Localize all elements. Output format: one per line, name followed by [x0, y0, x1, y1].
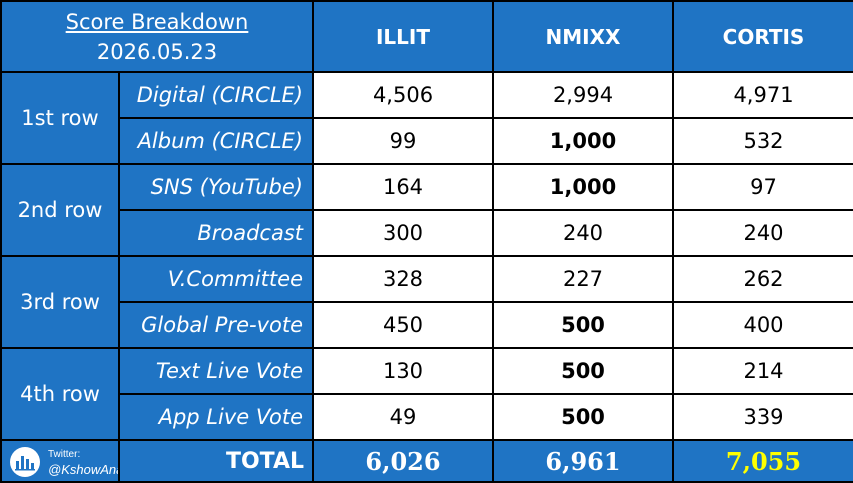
table-row: 3rd row V.Committee 328 227 262 [0, 255, 853, 349]
table-row: 2nd row SNS (YouTube) 164 1,000 97 [0, 163, 853, 257]
score-cell: 227 [492, 255, 674, 303]
score-cell: 99 [312, 117, 494, 165]
row-label: Album (CIRCLE) [118, 117, 314, 165]
row-label: SNS (YouTube) [118, 163, 314, 211]
row-group-label: 2nd row [0, 163, 120, 257]
score-cell: 1,000 [492, 163, 674, 211]
bar-chart-icon [10, 447, 40, 477]
table-row: App Live Vote 49 500 339 [1, 393, 853, 441]
row-label: Text Live Vote [118, 347, 314, 395]
credit-block: Twitter: @KshowAnalysis [10, 447, 117, 477]
column-header-nmixx: NMIXX [492, 0, 674, 73]
score-cell: 130 [312, 347, 494, 395]
table-row: 4th row Text Live Vote 130 500 214 [0, 347, 853, 441]
score-cell: 49 [312, 393, 494, 441]
score-cell: 450 [312, 301, 494, 349]
score-cell: 500 [492, 301, 674, 349]
score-cell: 2,994 [492, 71, 674, 119]
chart-title: Score Breakdown [65, 9, 249, 34]
header-row: Score Breakdown 2026.05.23 ILLIT NMIXX C… [0, 0, 853, 73]
score-cell: 240 [672, 209, 853, 257]
chart-date: 2026.05.23 [96, 39, 218, 64]
table-row: Global Pre-vote 450 500 400 [1, 301, 853, 349]
score-cell: 4,506 [312, 71, 494, 119]
score-cell: 4,971 [672, 71, 853, 119]
score-cell: 300 [312, 209, 494, 257]
score-cell: 339 [672, 393, 853, 441]
score-cell: 164 [312, 163, 494, 211]
column-header-cortis: CORTIS [672, 0, 853, 73]
row-label: V.Committee [118, 255, 314, 303]
row-label: App Live Vote [118, 393, 314, 441]
total-row: Twitter: @KshowAnalysisTOTAL6,0266,9617,0… [0, 439, 853, 483]
score-cell: 328 [312, 255, 494, 303]
row-group-label: 3rd row [0, 255, 120, 349]
row-group-label: 1st row [0, 71, 120, 165]
table-row: 1st row Digital (CIRCLE) 4,506 2,994 4,971 [0, 71, 853, 165]
total-value: 6,961 [492, 439, 674, 483]
row-group-label: 4th row [0, 347, 120, 441]
column-header-illit: ILLIT [312, 0, 494, 73]
score-cell: 1,000 [492, 117, 674, 165]
score-cell: 214 [672, 347, 853, 395]
score-cell: 500 [492, 347, 674, 395]
score-cell: 97 [672, 163, 853, 211]
score-cell: 262 [672, 255, 853, 303]
footer-credit: Twitter: @KshowAnalysis [0, 439, 120, 483]
row-label: Broadcast [118, 209, 314, 257]
twitter-handle: @KshowAnalysis [48, 462, 117, 477]
table-row: Album (CIRCLE) 99 1,000 532 [1, 117, 853, 165]
row-label: Digital (CIRCLE) [118, 71, 314, 119]
score-cell: 532 [672, 117, 853, 165]
row-label: Global Pre-vote [118, 301, 314, 349]
total-value: 7,055 [672, 439, 853, 483]
title-cell: Score Breakdown 2026.05.23 [0, 0, 314, 73]
total-label: TOTAL [118, 439, 314, 483]
twitter-label: Twitter: [48, 449, 81, 460]
score-cell: 400 [672, 301, 853, 349]
table-row: Broadcast 300 240 240 [1, 209, 853, 257]
score-cell: 500 [492, 393, 674, 441]
score-cell: 240 [492, 209, 674, 257]
total-value: 6,026 [312, 439, 494, 483]
